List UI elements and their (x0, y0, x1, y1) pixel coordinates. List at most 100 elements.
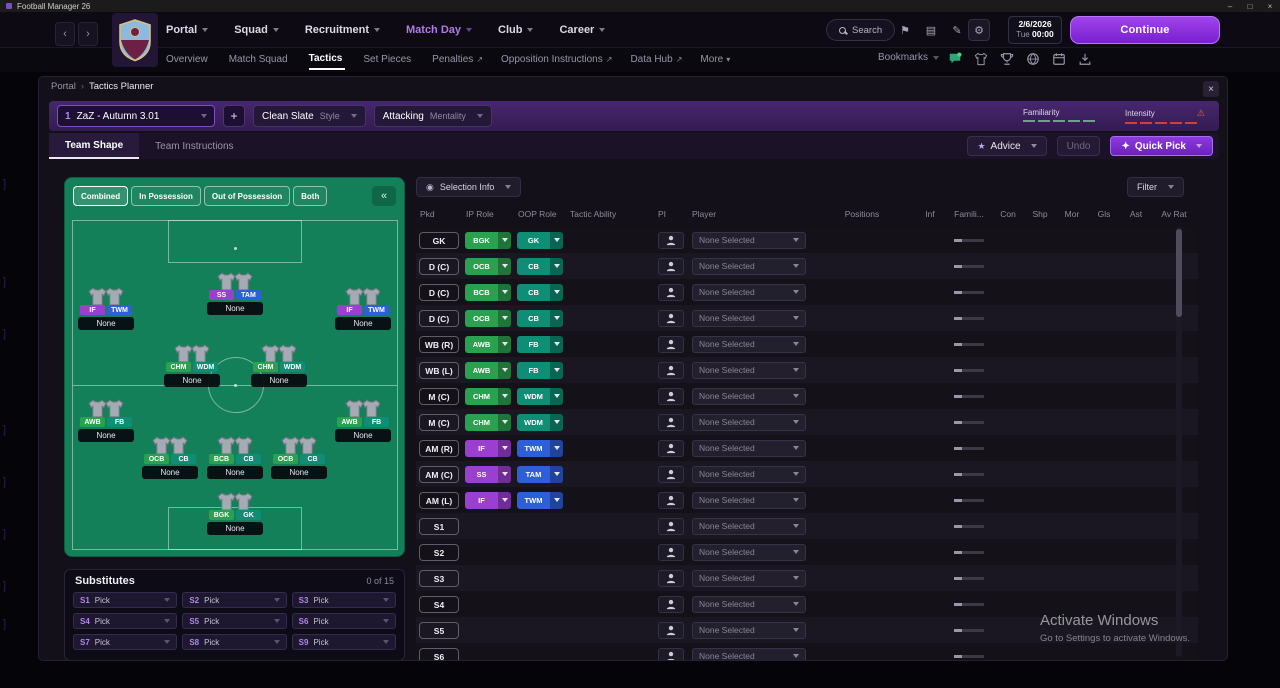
column-header[interactable]: Famili... (954, 209, 984, 219)
scrollbar-thumb[interactable] (1176, 229, 1182, 317)
section-tab[interactable]: Overview (166, 48, 211, 70)
column-header[interactable]: Av Rat (1161, 209, 1187, 219)
player-select-dropdown[interactable]: None Selected (692, 465, 806, 483)
section-tab[interactable]: Tactics (308, 48, 346, 70)
menu-item[interactable]: Portal (166, 24, 209, 36)
player-select-dropdown[interactable]: None Selected (692, 231, 806, 249)
pitch-player[interactable]: IF TWM None (74, 287, 138, 330)
column-header[interactable]: Tactic Ability (570, 209, 617, 219)
column-header[interactable]: Positions (844, 209, 880, 219)
position-badge[interactable]: S6 (419, 647, 459, 660)
pitch-player[interactable]: OCB CB None (267, 436, 331, 479)
ip-role-chip[interactable]: SS (209, 290, 234, 300)
oop-role-dropdown[interactable]: WDM (517, 387, 563, 405)
player-name-chip[interactable]: None (78, 317, 134, 330)
player-instructions-button[interactable] (658, 647, 684, 660)
player-instructions-button[interactable] (658, 413, 684, 431)
pitch-filter-button[interactable]: Both (293, 186, 328, 206)
mentality-dropdown[interactable]: Attacking Mentality (373, 105, 492, 127)
oop-role-chip[interactable]: FB (364, 417, 389, 427)
player-select-dropdown[interactable]: None Selected (692, 569, 806, 587)
position-badge[interactable]: S3 (419, 569, 459, 587)
tactic-selector-dropdown[interactable]: 1 ZaZ - Autumn 3.01 (57, 105, 215, 127)
download-button[interactable] (1076, 50, 1094, 68)
position-badge[interactable]: GK (419, 231, 459, 249)
ip-role-dropdown[interactable]: AWB (465, 335, 511, 353)
ip-role-chip[interactable]: BCB (209, 454, 234, 464)
player-name-chip[interactable]: None (207, 466, 263, 479)
bookmark-flag-button[interactable]: ⚑ (894, 19, 916, 41)
player-instructions-button[interactable] (658, 439, 684, 457)
player-select-dropdown[interactable]: None Selected (692, 517, 806, 535)
minimize-icon[interactable]: – (1227, 1, 1233, 11)
pitch-filter-button[interactable]: In Possession (131, 186, 201, 206)
player-select-dropdown[interactable]: None Selected (692, 543, 806, 561)
player-name-chip[interactable]: None (335, 429, 391, 442)
ip-role-chip[interactable]: CHM (253, 362, 278, 372)
oop-role-chip[interactable]: CB (236, 454, 261, 464)
player-name-chip[interactable]: None (207, 522, 263, 535)
maximize-icon[interactable]: □ (1247, 1, 1253, 11)
quick-pick-dropdown[interactable]: ✦ Quick Pick (1110, 136, 1213, 156)
pitch-player[interactable]: AWB FB None (331, 399, 395, 442)
club-crest[interactable] (112, 13, 158, 67)
position-badge[interactable]: WB (R) (419, 335, 459, 353)
ip-role-chip[interactable]: IF (337, 305, 362, 315)
substitute-slot-dropdown[interactable]: S1 Pick (73, 592, 178, 608)
oop-role-dropdown[interactable]: CB (517, 309, 563, 327)
player-instructions-button[interactable] (658, 387, 684, 405)
oop-role-chip[interactable]: CB (171, 454, 196, 464)
ip-role-dropdown[interactable]: CHM (465, 413, 511, 431)
close-icon[interactable]: × (1267, 1, 1273, 11)
player-instructions-button[interactable] (658, 465, 684, 483)
pitch-player[interactable]: AWB FB None (74, 399, 138, 442)
position-badge[interactable]: S2 (419, 543, 459, 561)
column-header[interactable]: Pkd (420, 209, 435, 219)
menu-item[interactable]: Club (498, 24, 534, 36)
column-header[interactable]: OOP Role (518, 209, 557, 219)
continue-button[interactable]: Continue (1070, 16, 1220, 44)
column-header[interactable]: Player (692, 209, 717, 219)
player-name-chip[interactable]: None (335, 317, 391, 330)
player-select-dropdown[interactable]: None Selected (692, 491, 806, 509)
player-instructions-button[interactable] (658, 569, 684, 587)
position-badge[interactable]: D (C) (419, 283, 459, 301)
player-name-chip[interactable]: None (164, 374, 220, 387)
player-instructions-button[interactable] (658, 361, 684, 379)
section-tab[interactable]: Set Pieces (363, 48, 414, 70)
substitute-slot-dropdown[interactable]: S6 Pick (291, 613, 396, 629)
player-instructions-button[interactable] (658, 283, 684, 301)
ip-role-chip[interactable]: CHM (166, 362, 191, 372)
position-badge[interactable]: S4 (419, 595, 459, 613)
player-name-chip[interactable]: None (251, 374, 307, 387)
selection-info-dropdown[interactable]: ◉ Selection Info (416, 177, 522, 197)
pitch-filter-button[interactable]: Out of Possession (203, 186, 291, 206)
column-header[interactable]: PI (658, 209, 667, 219)
substitute-slot-dropdown[interactable]: S3 Pick (291, 592, 396, 608)
notes-button[interactable]: ▤ (920, 19, 942, 41)
squad-kit-button[interactable] (972, 50, 990, 68)
column-header[interactable]: Inf (925, 209, 935, 219)
column-header[interactable]: Mor (1064, 209, 1080, 219)
position-badge[interactable]: D (C) (419, 309, 459, 327)
oop-role-dropdown[interactable]: TAM (517, 465, 563, 483)
pitch-player[interactable]: CHM WDM None (160, 344, 224, 387)
oop-role-chip[interactable]: WDM (193, 362, 218, 372)
filter-dropdown[interactable]: Filter (1127, 177, 1184, 197)
player-instructions-button[interactable] (658, 543, 684, 561)
substitute-slot-dropdown[interactable]: S2 Pick (182, 592, 287, 608)
oop-role-chip[interactable]: CB (300, 454, 325, 464)
position-badge[interactable]: M (C) (419, 413, 459, 431)
player-select-dropdown[interactable]: None Selected (692, 595, 806, 613)
game-date[interactable]: 2/6/2026 Tue 00:00 (1008, 16, 1062, 44)
tab-team-shape[interactable]: Team Shape (49, 133, 140, 159)
player-name-chip[interactable]: None (207, 302, 263, 315)
oop-role-dropdown[interactable]: CB (517, 283, 563, 301)
oop-role-chip[interactable]: GK (236, 510, 261, 520)
oop-role-chip[interactable]: TWM (364, 305, 389, 315)
style-dropdown[interactable]: Clean Slate Style (253, 105, 366, 127)
menu-item[interactable]: Match Day (406, 24, 473, 36)
player-select-dropdown[interactable]: None Selected (692, 647, 806, 660)
ip-role-dropdown[interactable]: BCB (465, 283, 511, 301)
ip-role-dropdown[interactable]: OCB (465, 257, 511, 275)
